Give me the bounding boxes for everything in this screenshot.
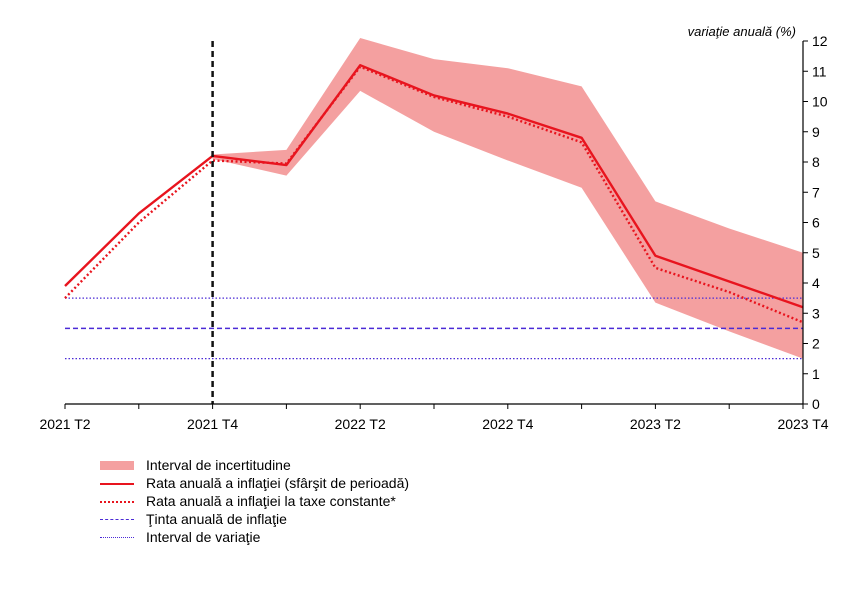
x-tick-label: 2022 T2 [335, 416, 386, 432]
legend-label: Rata anuală a inflaţiei (sfârşit de peri… [146, 475, 410, 491]
y-tick-label: 3 [812, 305, 820, 321]
y-tick-label: 12 [812, 33, 828, 49]
y-tick-label: 2 [812, 336, 820, 352]
y-tick-label: 9 [812, 124, 820, 140]
series-layer [64, 63, 804, 324]
legend-swatch-dotted-line [100, 500, 134, 503]
uncertainty-band [212, 37, 804, 359]
legend-item-band: Interval de incertitudine [100, 456, 409, 474]
x-tick-label: 2021 T4 [187, 416, 238, 432]
legend-label: Interval de incertitudine [146, 457, 291, 473]
y-tick-label: 0 [812, 396, 820, 412]
y-tick-label: 1 [812, 366, 820, 382]
legend-label: Ţinta anuală de inflaţie [146, 511, 287, 527]
legend-item-range: Interval de variaţie [100, 528, 409, 546]
uncertainty-band-layer [212, 37, 804, 359]
chart-legend: Interval de incertitudine Rata anuală a … [100, 456, 409, 546]
x-tick-label: 2021 T2 [39, 416, 90, 432]
y-tick-label: 10 [812, 94, 828, 110]
target-lines-layer [65, 297, 803, 360]
annual-inflation-line [64, 63, 804, 309]
legend-swatch-solid-line [100, 482, 134, 485]
y-tick-label: 8 [812, 154, 820, 170]
constant-tax-inflation-line [64, 65, 804, 324]
y-axis-unit-label: variaţie anuală (%) [688, 24, 796, 39]
legend-swatch-dashed-line [100, 519, 134, 520]
legend-item-target: Ţinta anuală de inflaţie [100, 510, 409, 528]
x-tick-label: 2023 T2 [630, 416, 681, 432]
legend-swatch-thin-dotted-line [100, 537, 134, 538]
legend-label: Rata anuală a inflaţiei la taxe constant… [146, 493, 396, 509]
legend-item-inflation: Rata anuală a inflaţiei (sfârşit de peri… [100, 474, 409, 492]
x-tick-label: 2022 T4 [482, 416, 533, 432]
y-tick-label: 6 [812, 215, 820, 231]
legend-swatch-band [100, 460, 134, 470]
legend-label: Interval de variaţie [146, 529, 261, 545]
y-tick-label: 4 [812, 275, 820, 291]
y-tick-label: 5 [812, 245, 820, 261]
x-tick-label: 2023 T4 [777, 416, 828, 432]
y-tick-label: 7 [812, 184, 820, 200]
y-tick-label: 11 [812, 63, 827, 79]
legend-item-constant-tax: Rata anuală a inflaţiei la taxe constant… [100, 492, 409, 510]
